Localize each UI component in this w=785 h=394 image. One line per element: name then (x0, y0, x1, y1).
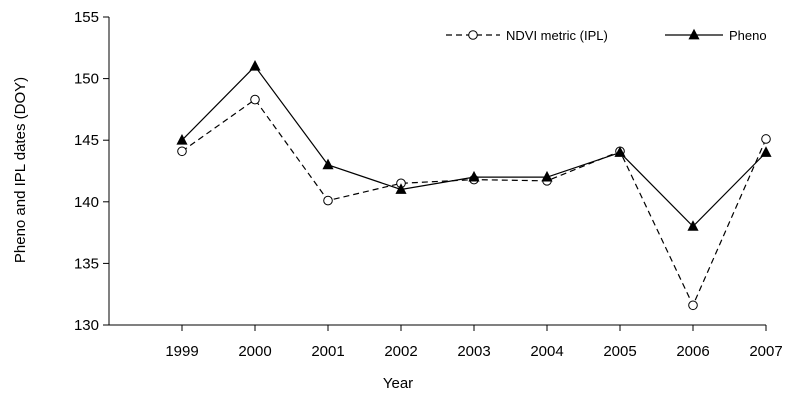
series-layer (176, 60, 772, 311)
legend-item: Pheno (665, 28, 767, 43)
x-tick-label: 2006 (676, 343, 709, 360)
series-line (181, 65, 767, 228)
y-axis-ticks: 130 135 140 145 150 155 (74, 9, 109, 334)
y-tick-label: 140 (74, 194, 99, 211)
y-tick-label: 130 (74, 317, 99, 334)
legend-marker (468, 30, 478, 40)
legend-item: NDVI metric (IPL) (446, 28, 608, 43)
legend: NDVI metric (IPL) Pheno (446, 28, 767, 43)
data-point (177, 146, 187, 157)
x-tick-label: 1999 (165, 343, 198, 360)
data-point (761, 134, 771, 144)
y-tick-label: 150 (74, 71, 99, 88)
x-tick-label: 2003 (457, 343, 490, 360)
x-tick-label: 2001 (311, 343, 344, 360)
legend-label: Pheno (729, 28, 767, 43)
data-point (250, 94, 260, 105)
data-point (322, 158, 334, 170)
axes (108, 17, 766, 326)
x-tick-label: 2004 (530, 343, 563, 360)
data-point (468, 170, 480, 182)
series-ndvi-ipl (177, 94, 771, 311)
series-line (181, 98, 767, 307)
data-point (176, 133, 188, 145)
data-point (323, 195, 333, 206)
x-tick-label: 2000 (238, 343, 271, 360)
data-point (614, 146, 626, 157)
legend-marker (688, 28, 700, 40)
data-point (249, 60, 261, 71)
data-point (541, 170, 553, 182)
data-point (760, 146, 772, 157)
x-tick-label: 2005 (603, 343, 636, 360)
series-pheno (176, 60, 772, 231)
legend-label: NDVI metric (IPL) (506, 28, 608, 43)
y-tick-label: 145 (74, 132, 99, 149)
x-axis-ticks: 1999 2000 2001 2002 2003 2004 2005 2006 2007 (165, 325, 783, 360)
y-tick-label: 135 (74, 255, 99, 272)
data-point (688, 300, 698, 311)
x-tick-label: 2002 (384, 343, 417, 360)
data-point (687, 220, 699, 231)
x-tick-label: 2007 (749, 343, 782, 360)
y-axis-label: Pheno and IPL dates (DOY) (12, 77, 29, 263)
y-tick-label: 155 (74, 9, 99, 26)
data-point (395, 183, 407, 194)
x-axis-label: Year (383, 375, 413, 392)
